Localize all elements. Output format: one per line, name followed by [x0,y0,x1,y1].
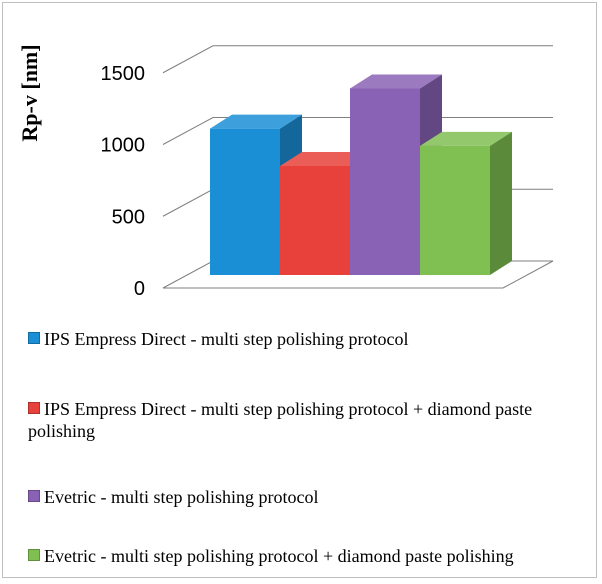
bar-chart-plot: 0 500 1000 1500 [101,45,554,300]
y-tick-label: 500 [112,206,145,228]
legend-label: Evetric - multi step polishing protocol … [44,546,514,566]
y-tick-label: 0 [134,278,145,300]
legend-item-2: IPS Empress Direct - multi step polishin… [28,398,593,442]
bar-front-face [420,145,490,275]
bar-front-face [350,88,420,275]
legend-item-3: Evetric - multi step polishing protocol [28,486,593,508]
legend-swatch [28,490,40,502]
bar-top-face [210,114,302,129]
y-axis-label: Rp-v [nm] [17,44,42,142]
bar-top-face [350,74,442,89]
legend-swatch [28,549,40,561]
gridline [162,45,553,74]
bar-front-face [280,165,350,275]
legend-label: IPS Empress Direct - multi step polishin… [44,329,409,349]
legend-item-1: IPS Empress Direct - multi step polishin… [28,328,593,350]
legend-item-4: Evetric - multi step polishing protocol … [28,545,593,567]
bar-side-face [490,131,512,275]
bar-front-face [210,128,280,275]
y-tick-label: 1000 [101,135,146,157]
bar-top-face [420,131,512,146]
floor-plane [162,260,554,289]
legend-label: Evetric - multi step polishing protocol [44,487,319,507]
legend-label: IPS Empress Direct - multi step polishin… [28,399,533,441]
legend-swatch [28,332,40,344]
bar-top-face [280,151,372,166]
bar-4 [420,131,512,275]
legend-swatch [28,402,40,414]
y-tick-label: 1500 [101,63,146,85]
chart-frame: 0 500 1000 1500 Rp-v [nm] IPS Empress Direc… [2,2,597,578]
